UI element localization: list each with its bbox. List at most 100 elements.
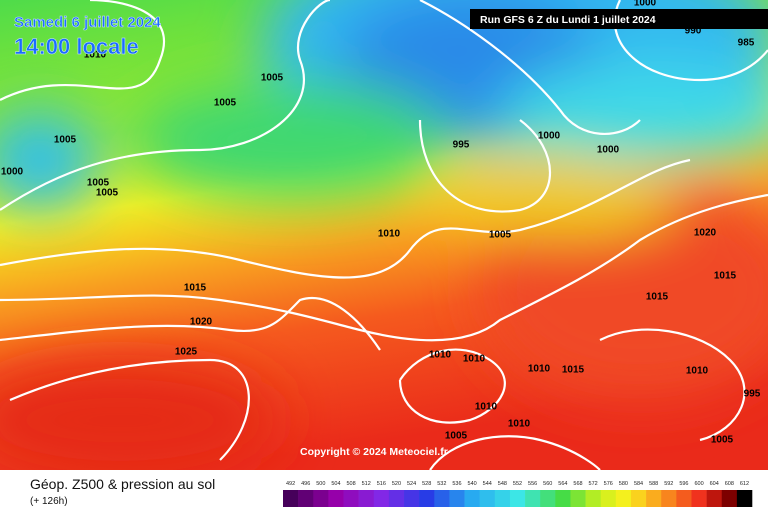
scale-cell	[585, 490, 602, 507]
isobar-label: 1005	[54, 135, 77, 146]
scale-label: 524	[407, 481, 416, 487]
scale-label: 580	[619, 481, 628, 487]
isobar-label: 1005	[87, 178, 110, 189]
scale-cell	[358, 490, 375, 507]
scale-label: 536	[452, 481, 461, 487]
isobar-label: 1000	[1, 167, 24, 178]
scale-label: 584	[634, 481, 643, 487]
isobar-label: 1015	[646, 292, 669, 303]
isobar-label: 1005	[489, 230, 512, 241]
scale-cell	[706, 490, 723, 507]
footer-lead: (+ 126h)	[30, 496, 68, 507]
isobar-labels: 1000990985101010051005100510001005100599…	[1, 0, 761, 446]
isobar-label: 1005	[711, 435, 734, 446]
scale-cell	[615, 490, 632, 507]
isobar-label: 1005	[445, 431, 468, 442]
scale-cell	[404, 490, 420, 507]
scale-label: 592	[664, 481, 673, 487]
scale-label: 512	[362, 481, 371, 487]
scale-label: 548	[498, 481, 507, 487]
isobar-label: 1015	[184, 283, 207, 294]
copyright: Copyright © 2024 Meteociel.fr	[300, 446, 448, 458]
scale-cell	[328, 490, 344, 507]
scale-cell	[298, 490, 314, 507]
scale-cell	[661, 490, 677, 507]
isobar-label: 1000	[634, 0, 657, 9]
scale-cell	[283, 490, 299, 507]
scale-cell	[570, 490, 586, 507]
isobars	[0, 0, 768, 470]
isobar-label: 1015	[562, 365, 585, 376]
scale-label: 600	[694, 481, 703, 487]
scale-cell	[313, 490, 329, 507]
isobar-label: 1000	[538, 131, 561, 142]
scale-cell	[630, 490, 647, 507]
color-scale: 492 496 500 504 508 512 516 520 524 528 532 536 540 5…	[283, 481, 753, 507]
isobar-label: 1010	[84, 50, 107, 61]
isobar-label: 995	[744, 389, 761, 400]
isobar-label: 985	[738, 38, 755, 49]
scale-label: 500	[316, 481, 325, 487]
scale-cell	[343, 490, 359, 507]
isobar-label: 1010	[528, 364, 551, 375]
isobar-label: 1010	[429, 350, 452, 361]
isobar-label: 1015	[714, 271, 737, 282]
scale-label: 596	[679, 481, 688, 487]
scale-cell	[419, 490, 435, 507]
scale-cell	[494, 490, 511, 507]
scale-cell	[676, 490, 692, 507]
scale-label: 532	[437, 481, 446, 487]
scale-label: 588	[649, 481, 658, 487]
scale-label: 520	[392, 481, 401, 487]
scale-cell	[373, 490, 390, 507]
scale-label: 492	[286, 481, 295, 487]
date: Samedi 6 juillet 2024	[14, 14, 161, 31]
scale-label: 608	[725, 481, 734, 487]
scale-label: 544	[483, 481, 492, 487]
scale-cell	[509, 490, 526, 507]
scale-label: 540	[468, 481, 477, 487]
scale-cell	[736, 490, 753, 507]
run-info: Run GFS 6 Z du Lundi 1 juillet 2024	[480, 14, 656, 26]
scale-cell	[449, 490, 465, 507]
scale-label: 564	[558, 481, 567, 487]
isobar-label: 1005	[214, 98, 237, 109]
scale-label: 576	[604, 481, 613, 487]
isobar-label: 1020	[190, 317, 213, 328]
isobar-label: 1020	[694, 228, 717, 239]
scale-label: 556	[528, 481, 537, 487]
scale-label: 504	[331, 481, 340, 487]
isobar-label: 995	[453, 140, 470, 151]
isobar-label: 1010	[686, 366, 709, 377]
scale-label: 516	[377, 481, 386, 487]
scale-label: 568	[573, 481, 582, 487]
scale-label: 496	[301, 481, 310, 487]
scale-cell	[479, 490, 496, 507]
scale-cell	[555, 490, 571, 507]
footer-title: Géop. Z500 & pression au sol	[30, 476, 215, 492]
scale-cell	[721, 490, 738, 507]
scale-label: 612	[740, 481, 749, 487]
scale-label: 572	[589, 481, 598, 487]
field	[0, 0, 768, 480]
scale-cell	[540, 490, 556, 507]
scale-cell	[434, 490, 450, 507]
isobar-label: 1010	[475, 402, 498, 413]
isobar-label: 1025	[175, 347, 198, 358]
local-time: 14:00 locale	[14, 34, 139, 59]
run-box	[470, 9, 768, 29]
isobar-label: 1010	[463, 354, 486, 365]
isobar-label: 1005	[96, 188, 119, 199]
scale-label: 604	[710, 481, 719, 487]
isobar-label: 1005	[261, 73, 284, 84]
scale-label: 508	[346, 481, 355, 487]
scale-label: 560	[543, 481, 552, 487]
scale-cell	[646, 490, 662, 507]
isobar-label: 1010	[508, 419, 531, 430]
scale-label: 552	[513, 481, 522, 487]
scale-cell	[691, 490, 707, 507]
scale-cell	[600, 490, 617, 507]
isobar-label: 1010	[378, 229, 401, 240]
scale-cell	[464, 490, 480, 507]
